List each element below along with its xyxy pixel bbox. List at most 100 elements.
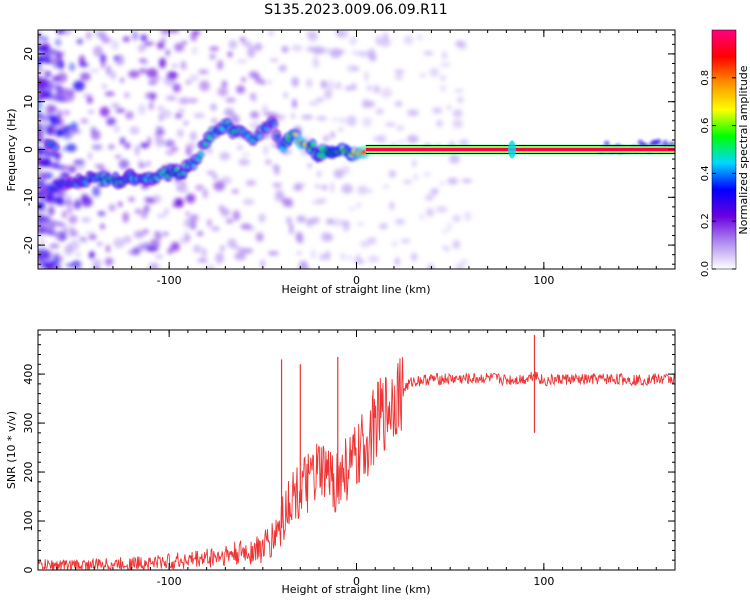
- noise-speck: [75, 263, 82, 269]
- noise-speck: [413, 174, 418, 181]
- noise-speck: [220, 208, 230, 217]
- snr-x-ticks: -100 0 100: [56, 330, 657, 588]
- noise-speck: [388, 170, 397, 178]
- noise-speck: [90, 130, 101, 141]
- noise-speck: [375, 108, 384, 115]
- noise-speck: [329, 48, 342, 59]
- noise-speck: [42, 262, 49, 267]
- noise-speck: [94, 164, 105, 168]
- noise-speck: [238, 158, 250, 166]
- noise-speck: [148, 101, 154, 111]
- noise-speck: [65, 143, 77, 152]
- noise-speck: [100, 53, 107, 64]
- noise-speck: [291, 44, 303, 52]
- noise-speck: [178, 97, 190, 105]
- noise-speck: [366, 84, 372, 92]
- noise-speck: [305, 78, 313, 88]
- noise-speck: [277, 114, 286, 121]
- noise-speck: [145, 160, 151, 167]
- noise-speck: [101, 36, 112, 44]
- noise-speck: [170, 147, 179, 152]
- noise-speck: [380, 87, 393, 99]
- noise-speck: [367, 189, 373, 193]
- noise-speck: [204, 265, 216, 269]
- noise-speck: [88, 152, 93, 161]
- noise-speck: [158, 113, 164, 122]
- noise-speck: [281, 46, 289, 53]
- noise-speck: [76, 38, 84, 45]
- noise-speck: [58, 198, 66, 206]
- noise-speck: [68, 215, 78, 224]
- noise-speck: [38, 91, 47, 100]
- noise-speck: [162, 232, 169, 236]
- noise-speck: [64, 244, 74, 256]
- noise-speck: [272, 182, 283, 188]
- noise-speck: [42, 57, 54, 64]
- noise-speck: [263, 145, 269, 156]
- noise-speck: [92, 30, 105, 38]
- noise-speck: [316, 170, 322, 178]
- noise-speck: [435, 206, 448, 213]
- noise-speck: [330, 131, 335, 139]
- noise-speck: [229, 114, 240, 125]
- noise-speck: [38, 201, 46, 210]
- noise-speck: [38, 66, 44, 75]
- ridge-core: [293, 132, 299, 137]
- noise-speck: [394, 218, 406, 225]
- noise-speck: [456, 96, 464, 104]
- noise-speck: [197, 231, 204, 236]
- noise-speck: [432, 107, 443, 114]
- noise-speck: [62, 210, 67, 219]
- noise-speck: [331, 117, 342, 122]
- noise-speck: [38, 252, 47, 256]
- noise-speck: [189, 74, 199, 82]
- y-tick-label: 0: [22, 146, 35, 153]
- noise-speck: [191, 30, 201, 36]
- noise-speck: [364, 70, 369, 82]
- y-tick-label: -20: [22, 236, 35, 254]
- noise-speck: [442, 229, 448, 234]
- noise-speck: [110, 39, 119, 51]
- noise-speck: [180, 60, 187, 70]
- noise-speck: [108, 203, 116, 212]
- noise-speck: [129, 126, 140, 135]
- noise-speck: [391, 240, 398, 247]
- noise-speck: [375, 35, 382, 46]
- noise-speck: [78, 236, 88, 243]
- noise-speck: [383, 185, 390, 189]
- noise-speck: [394, 69, 405, 75]
- noise-speck: [315, 97, 325, 102]
- y-tick-label: 10: [22, 95, 35, 109]
- colorbar-tick-label: 0.0: [700, 261, 711, 277]
- noise-speck: [45, 104, 55, 115]
- noise-speck: [81, 196, 93, 207]
- noise-speck: [419, 73, 426, 78]
- y-tick-label: 20: [22, 47, 35, 61]
- noise-speck: [441, 51, 448, 60]
- noise-speck: [247, 47, 256, 58]
- noise-speck: [38, 74, 41, 84]
- snr-background: [38, 330, 675, 570]
- noise-speck: [298, 264, 310, 269]
- y-tick-label: 200: [22, 462, 35, 483]
- noise-speck: [291, 77, 299, 87]
- noise-speck: [317, 197, 327, 204]
- noise-speck: [363, 100, 375, 108]
- noise-speck: [87, 110, 95, 114]
- noise-speck: [344, 86, 353, 91]
- noise-speck: [57, 84, 63, 92]
- noise-speck: [292, 98, 297, 109]
- noise-speck: [458, 139, 469, 147]
- x-tick-label: 100: [533, 274, 554, 287]
- noise-speck: [385, 122, 396, 127]
- noise-speck: [341, 117, 346, 124]
- noise-speck: [206, 171, 216, 175]
- noise-speck: [66, 206, 73, 215]
- noise-speck: [239, 37, 246, 42]
- noise-speck: [269, 58, 279, 62]
- noise-speck: [128, 70, 140, 79]
- noise-speck: [148, 262, 160, 269]
- noise-speck: [326, 80, 335, 92]
- noise-speck: [176, 184, 182, 192]
- noise-speck: [91, 144, 103, 151]
